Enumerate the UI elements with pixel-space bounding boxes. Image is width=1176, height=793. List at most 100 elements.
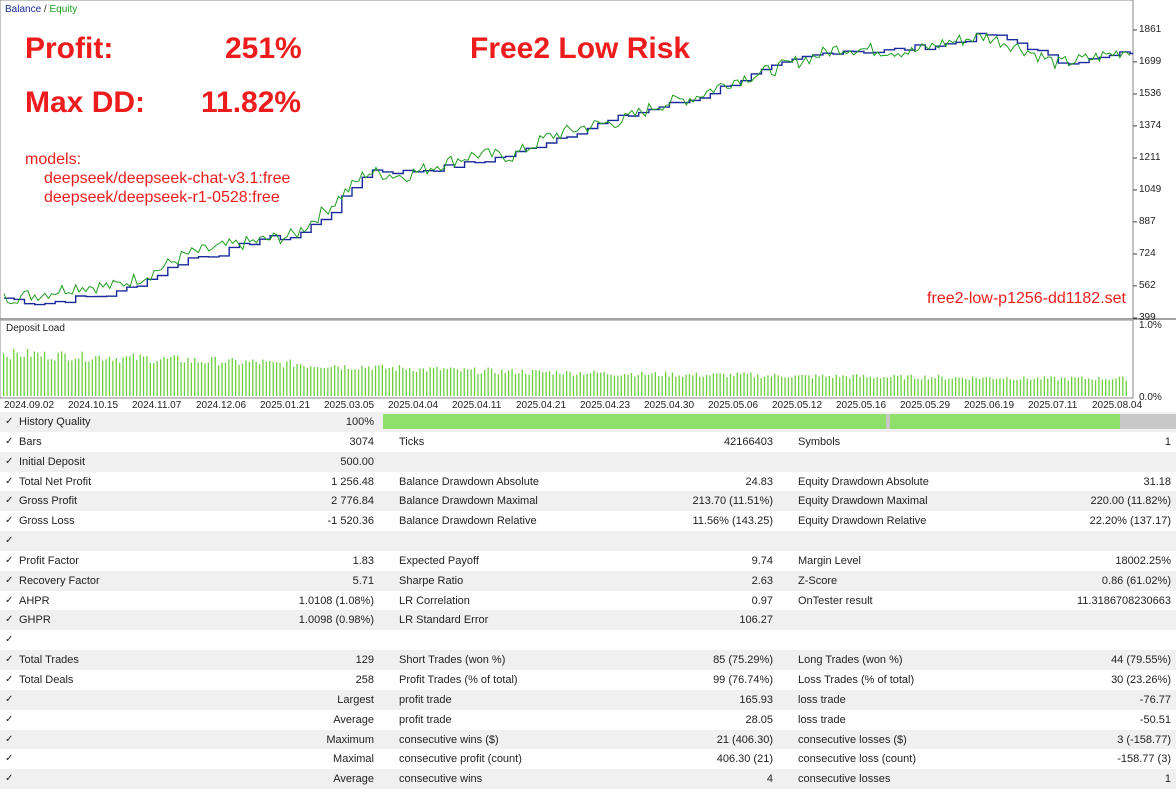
balance-line	[4, 32, 1134, 306]
deposit-load-bar	[293, 366, 295, 396]
stat-label: Recovery Factor	[19, 574, 100, 587]
deposit-load-bar	[170, 357, 172, 396]
deposit-load-bar	[1026, 378, 1028, 396]
deposit-load-bar	[842, 375, 844, 396]
strategy-title: Free2 Low Risk	[470, 32, 691, 65]
deposit-load-bar	[255, 361, 257, 396]
deposit-load-bar	[668, 376, 670, 396]
stat-value: 213.70 (11.51%)	[692, 495, 773, 508]
stat-value: 31.18	[1143, 475, 1171, 488]
stat-label: Balance Drawdown Relative	[399, 515, 537, 528]
stats-row: ✓ Total Deals 258 Profit Trades (% of total…	[0, 670, 1176, 690]
stat-label: Equity Drawdown Absolute	[798, 475, 929, 488]
x-tick-label: 2025.06.19	[964, 400, 1015, 411]
stat-label: Total Trades	[19, 654, 79, 667]
deposit-load-bar	[627, 374, 629, 396]
stat-label: consecutive loss (count)	[798, 753, 916, 766]
x-tick-label: 2025.04.11	[452, 400, 502, 411]
deposit-load-bar	[37, 352, 39, 396]
stat-value: 11.3186708230663	[1076, 594, 1171, 607]
deposit-load-bar	[1122, 376, 1124, 396]
stat-label: profit trade	[399, 713, 452, 726]
deposit-load-bar	[897, 375, 899, 396]
x-tick-label: 2025.04.23	[580, 400, 631, 411]
deposit-load-bar	[641, 371, 643, 396]
stat-label: Sharpe Ratio	[399, 574, 464, 587]
check-icon: ✓	[5, 693, 14, 705]
check-icon: ✓	[5, 416, 14, 427]
deposit-load-bar	[501, 369, 503, 396]
deposit-load-bar	[347, 369, 349, 396]
stat-label: Profit Trades (% of total)	[399, 673, 518, 686]
stat-value: 42166403	[724, 435, 773, 448]
check-icon: ✓	[5, 753, 14, 765]
x-tick-label: 2025.05.12	[772, 400, 823, 411]
deposit-load-bar	[671, 372, 674, 396]
deposit-load-bar	[23, 356, 25, 396]
deposit-load-bar	[965, 378, 967, 396]
check-icon: ✓	[5, 773, 14, 785]
deposit-load-bar	[893, 374, 895, 396]
check-icon: ✓	[5, 435, 14, 447]
deposit-load-bar	[194, 358, 196, 396]
deposit-load-bar	[84, 361, 87, 396]
stat-label: Profit Factor	[19, 554, 79, 567]
stat-label: History Quality	[19, 416, 91, 428]
deposit-load-bar	[569, 371, 571, 396]
deposit-load-bar	[327, 367, 329, 396]
deposit-load-bar	[808, 375, 810, 396]
stat-value: 18002.25%	[1115, 554, 1171, 567]
deposit-load-bar	[832, 377, 834, 396]
deposit-load-bar	[873, 378, 875, 396]
stat-value: Largest	[337, 693, 374, 706]
deposit-load-bar	[620, 375, 622, 396]
deposit-load-bar	[1105, 379, 1107, 396]
stat-label: consecutive wins	[399, 773, 483, 786]
deposit-load-bar	[866, 377, 868, 396]
deposit-load-bar	[477, 373, 479, 396]
deposit-load-bar	[43, 351, 46, 396]
deposit-load-bar	[95, 356, 97, 396]
deposit-load-bar	[156, 361, 158, 396]
stat-value: 0.86 (61.02%)	[1101, 574, 1171, 587]
models-label: models:	[25, 151, 82, 168]
stat-label: Ticks	[399, 435, 425, 448]
deposit-load-bar	[429, 367, 431, 396]
deposit-load-bar	[446, 368, 448, 396]
deposit-load-bar	[197, 362, 199, 396]
deposit-load-bar	[716, 373, 718, 396]
stat-value: 220.00 (11.82%)	[1090, 495, 1171, 508]
deposit-load-bar	[1074, 377, 1076, 396]
deposit-load-bar	[1071, 376, 1073, 396]
deposit-load-bar	[221, 362, 223, 396]
stat-label: Balance Drawdown Maximal	[399, 495, 538, 508]
stat-value: 1	[1164, 435, 1171, 448]
deposit-load-bar	[658, 375, 660, 396]
deposit-load-bar	[467, 369, 469, 396]
deposit-load-bar	[811, 378, 813, 396]
max-dd-value: 11.82%	[201, 86, 302, 119]
deposit-load-bar	[74, 358, 76, 396]
check-icon: ✓	[5, 554, 14, 566]
deposit-load-bar	[330, 366, 332, 396]
deposit-load-bar	[450, 367, 452, 396]
deposit-load-bar	[740, 374, 742, 396]
deposit-load-bar	[849, 378, 851, 396]
deposit-load-bar	[852, 374, 854, 396]
y-tick-label: 399	[1139, 312, 1156, 323]
deposit-load-bar	[917, 378, 919, 396]
deposit-load-bar	[948, 378, 950, 396]
deposit-load-bar	[149, 362, 151, 396]
stats-row: ✓ Largest profit trade 165.93 loss trade -76.…	[0, 689, 1176, 710]
stat-value: 24.83	[745, 475, 773, 488]
deposit-load-bar	[900, 374, 902, 396]
stat-label: Symbols	[798, 435, 841, 448]
check-icon: ✓	[5, 634, 14, 646]
stats-table: ✓ History Quality 100% ✓ Bars 3074 Ticks 421664…	[0, 412, 1176, 790]
stat-value: 2.63	[751, 574, 773, 587]
deposit-load-bar	[941, 376, 943, 396]
deposit-load-bar	[804, 375, 807, 396]
deposit-load-bar	[30, 356, 32, 396]
x-tick-label: 2024.09.02	[4, 400, 55, 411]
deposit-load-bar	[1019, 379, 1022, 396]
